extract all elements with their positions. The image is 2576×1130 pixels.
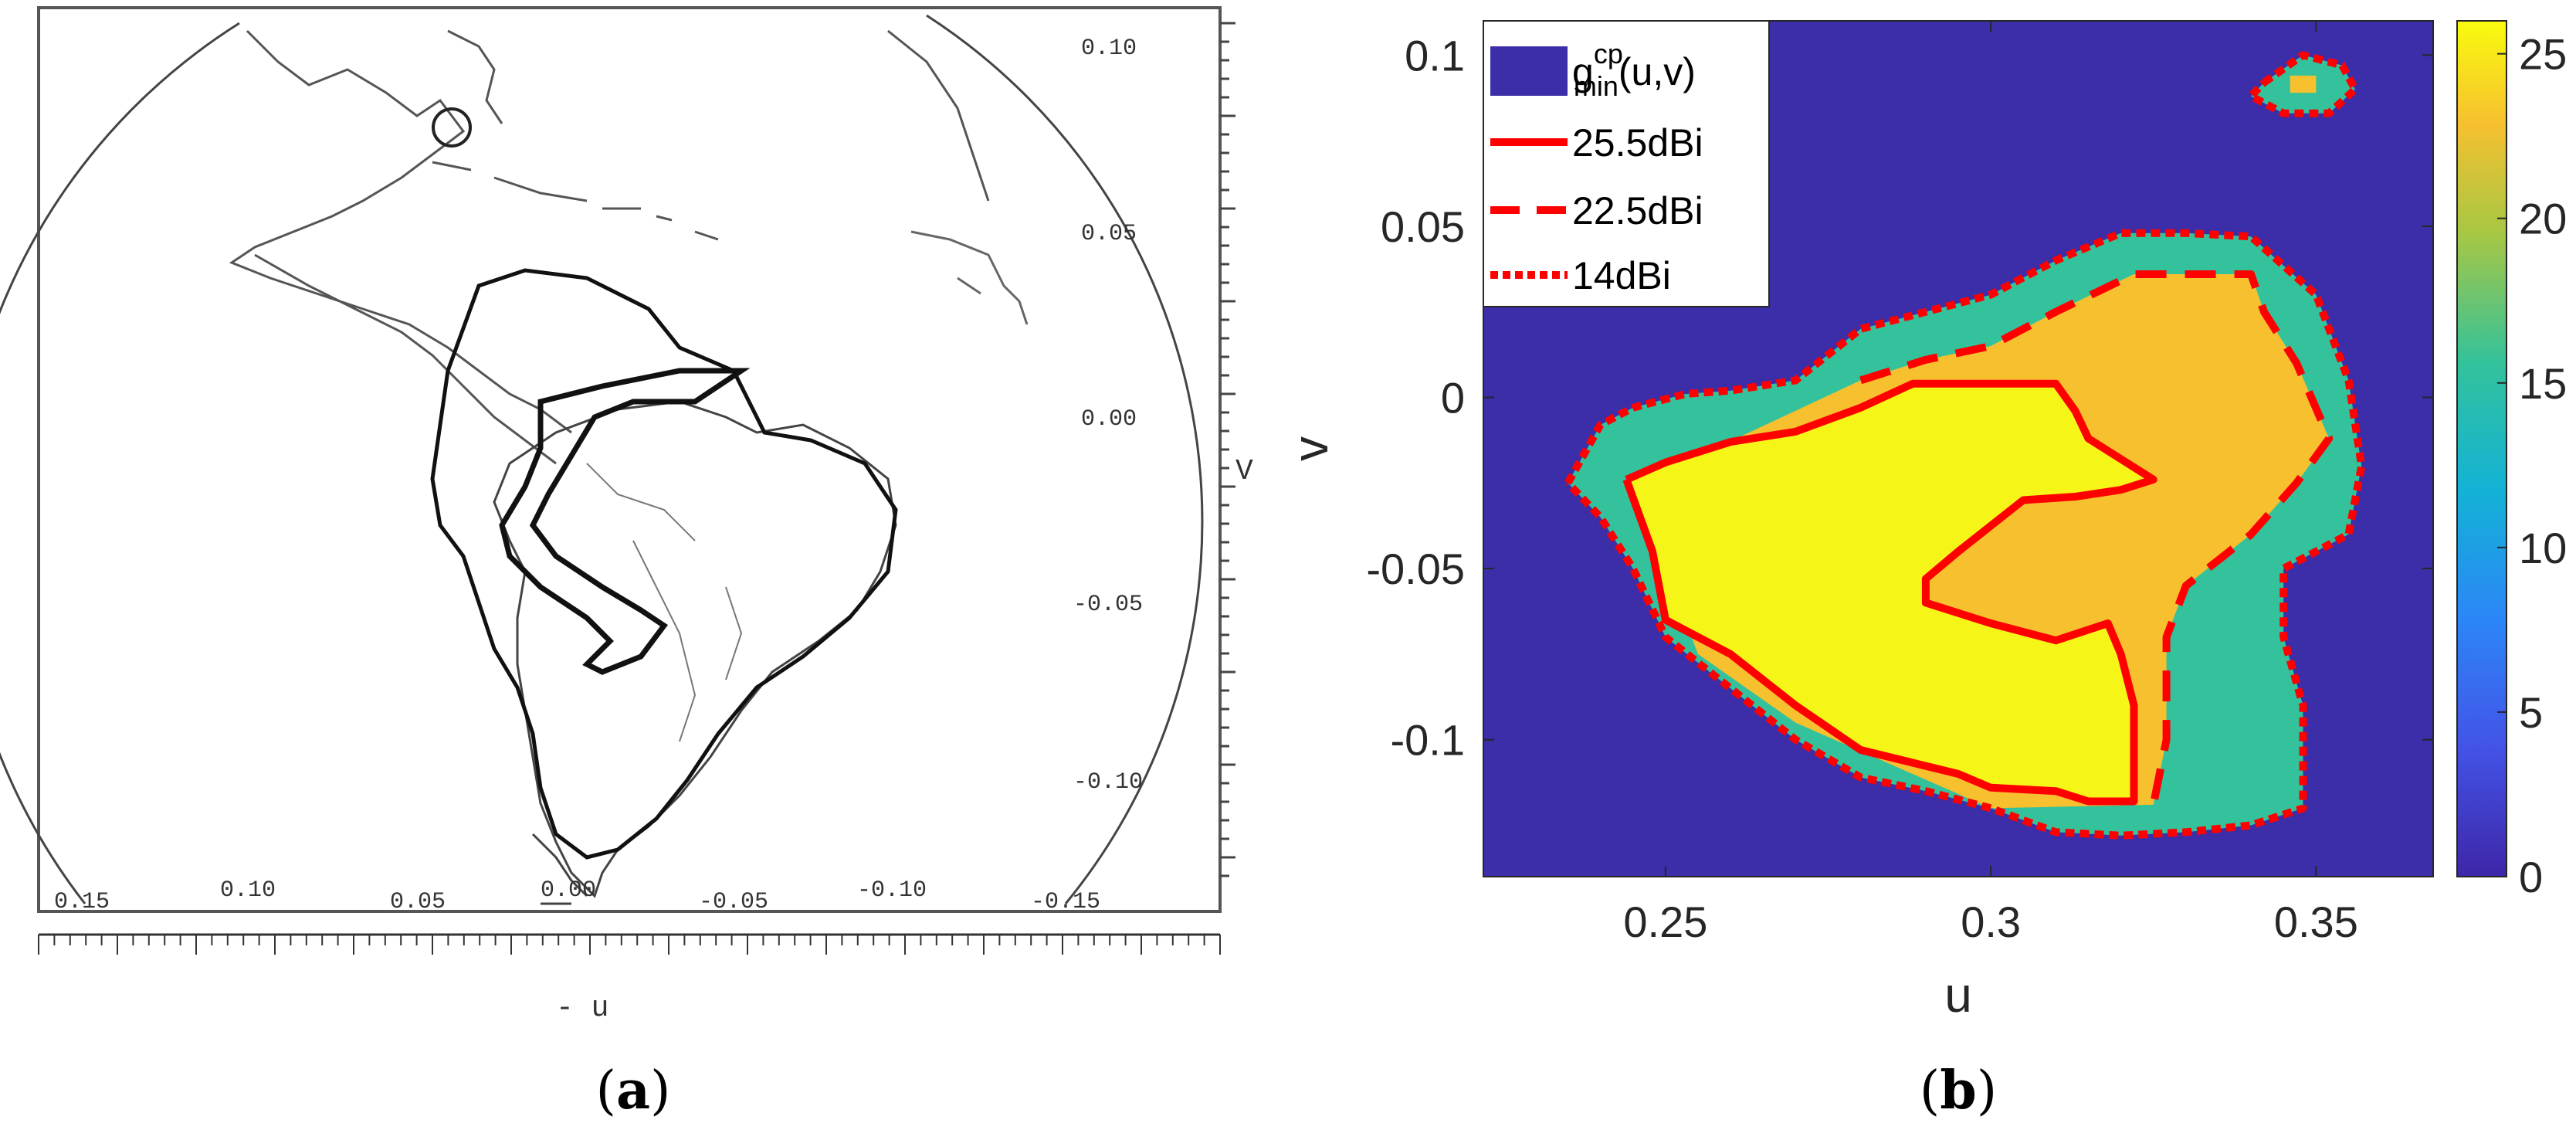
colorbar-tick-label: 20 <box>2519 195 2567 243</box>
panel-a: 0.10 0.05 0.00 -0.05 -0.10 V 0.15 0.10 0… <box>0 6 1253 1122</box>
x-axis-ticks: 0.25 0.3 0.35 <box>1623 21 2358 946</box>
x-axis-label: u <box>1944 967 1972 1023</box>
heatmap-region-25dbi <box>1626 383 2154 802</box>
colorbar-tick-label: 5 <box>2519 688 2543 737</box>
plot-frame <box>1483 20 2434 877</box>
legend-label: 14dBi <box>1572 254 1671 297</box>
map-frame <box>37 6 1222 913</box>
legend-fill-swatch <box>1490 46 1568 96</box>
map-x-tick-label: 0.00 <box>541 877 596 904</box>
map-y-tick-label: -0.05 <box>1073 592 1143 618</box>
map-y-tick-label: 0.00 <box>1081 406 1137 433</box>
y-axis-label: v <box>1283 436 1338 461</box>
colorbar-tick-label: 10 <box>2519 524 2567 572</box>
south-america-coastline <box>493 400 897 898</box>
south-america-interior-lines <box>586 463 743 742</box>
y-tick-label: -0.05 <box>1366 545 1465 593</box>
map-y-axis-label: V <box>1235 455 1253 488</box>
map-x-tick-label: 0.15 <box>54 889 110 915</box>
north-coast-detail <box>447 29 990 202</box>
colorbar-tick-label: 25 <box>2519 30 2567 79</box>
x-tick-label: 0.3 <box>1961 898 2021 946</box>
colorbar <box>2456 20 2507 877</box>
y-tick-label: -0.1 <box>1391 716 1466 765</box>
panel-b: 0.25 0.3 0.35 0.1 0.05 0 -0.05 -0.1 u v gcp min… <box>1283 20 2567 1122</box>
central-america-coastline <box>254 253 557 465</box>
contour-25-5dbi <box>1622 379 2157 806</box>
y-tick-label: 0.05 <box>1381 202 1465 251</box>
colorbar-tick-label: 0 <box>2519 853 2543 901</box>
coverage-inner-contour <box>499 368 751 675</box>
caption-a: (a) <box>595 1060 670 1122</box>
legend-label: 25.5dBi <box>1572 121 1703 165</box>
map-x-tick-label: -0.15 <box>1031 889 1100 915</box>
contour-14dbi <box>1564 229 2366 840</box>
x-tick-label: 0.25 <box>1623 898 1707 946</box>
map-y-tick-label: 0.10 <box>1081 36 1137 62</box>
earth-limb-right <box>926 14 1204 904</box>
caribbean-islands <box>432 161 719 241</box>
map-x-tick-label: -0.05 <box>699 889 768 915</box>
y-tick-label: 0 <box>1441 374 1465 422</box>
antilles-right <box>910 230 1029 325</box>
map-x-tick-label: 0.10 <box>220 877 276 904</box>
earth-limb-left <box>0 22 240 904</box>
map-bottom-ruler <box>38 933 1221 955</box>
legend: gcp min(u,v) 25.5dBi 22.5dBi 14dBi <box>1483 20 1770 307</box>
heatmap-region-25dbi-small <box>2290 75 2317 93</box>
contour-14dbi-small <box>2247 51 2359 117</box>
map-x-tick-label: 0.05 <box>390 889 446 915</box>
map-x-tick-label: -0.10 <box>857 877 927 904</box>
colorbar-tick-label: 15 <box>2519 359 2567 408</box>
falklands-tip <box>531 833 588 905</box>
x-tick-label: 0.35 <box>2274 898 2358 946</box>
contour-22-5dbi <box>1859 270 2334 806</box>
legend-label: 22.5dBi <box>1572 189 1703 232</box>
map-x-axis-label: - u <box>556 992 608 1025</box>
map-y-tick-label: -0.10 <box>1073 769 1143 796</box>
map-y-tick-label: 0.05 <box>1081 221 1137 247</box>
y-tick-label: 0.1 <box>1405 31 1465 80</box>
map-right-ticks <box>1220 22 1235 877</box>
caption-b: (b) <box>1920 1060 1998 1122</box>
colorbar-ticks: 0 5 10 15 20 25 <box>2497 30 2567 901</box>
bahamas-circle <box>432 107 472 148</box>
y-axis-ticks: 0.1 0.05 0 -0.05 -0.1 <box>1366 31 2433 765</box>
legend-fill-label: gcp min(u,v) <box>1572 38 1696 102</box>
